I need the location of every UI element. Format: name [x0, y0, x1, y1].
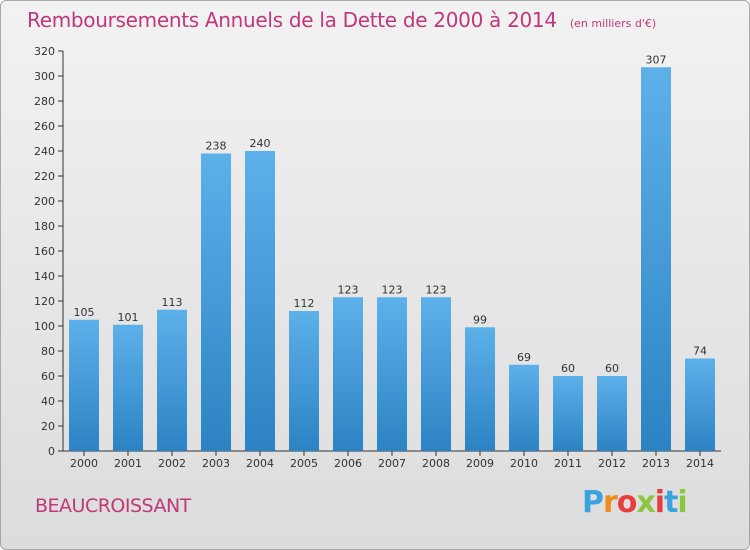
data-label: 113	[162, 296, 183, 309]
x-tick-label: 2012	[598, 457, 626, 470]
logo-letter: o	[616, 485, 638, 520]
bars	[69, 67, 715, 451]
y-axis: 0 20 40 60 80 100 120 140 160 180 200 220 240 260 280 3…	[34, 45, 64, 458]
x-tick-label: 2000	[70, 457, 98, 470]
y-tick-label: 240	[34, 145, 55, 158]
y-tick-label: 40	[41, 395, 55, 408]
x-tick-label: 2014	[686, 457, 714, 470]
x-tick-label: 2013	[642, 457, 670, 470]
x-tick-label: 2006	[334, 457, 362, 470]
x-axis: 2000 2001 2002 2003 2004 2005 2006 2007 2008 2009…	[63, 450, 721, 470]
x-tick-label: 2011	[554, 457, 582, 470]
y-tick-label: 20	[41, 420, 55, 433]
x-tick-label: 2003	[202, 457, 230, 470]
logo-letter: t	[664, 485, 678, 520]
data-label: 74	[693, 345, 707, 358]
data-labels: 105 101 113 238 240 112 123 123 123 99 69 60 60 307 74	[74, 53, 708, 375]
bar	[245, 151, 275, 451]
bar	[69, 319, 99, 451]
y-tick-label: 60	[41, 370, 55, 383]
bar	[421, 297, 451, 451]
bar	[333, 297, 363, 451]
bar	[553, 376, 583, 451]
bar	[509, 364, 539, 451]
y-tick-label: 140	[34, 270, 55, 283]
x-tick-label: 2007	[378, 457, 406, 470]
y-tick-label: 180	[34, 220, 55, 233]
bar	[201, 153, 231, 451]
data-label: 307	[646, 53, 667, 66]
logo-letter: x	[636, 485, 655, 520]
y-tick-label: 160	[34, 245, 55, 258]
y-tick-label: 260	[34, 120, 55, 133]
data-label: 112	[294, 297, 315, 310]
bar	[377, 297, 407, 451]
data-label: 123	[426, 283, 447, 296]
bar	[157, 309, 187, 451]
proxiti-logo[interactable]: Proxiti	[582, 485, 688, 520]
logo-letter: P	[582, 485, 604, 520]
data-label: 123	[382, 283, 403, 296]
y-tick-label: 0	[48, 445, 55, 458]
town-name: BEAUCROISSANT	[35, 495, 191, 517]
x-tick-label: 2002	[158, 457, 186, 470]
x-tick-label: 2010	[510, 457, 538, 470]
data-label: 60	[561, 362, 575, 375]
logo-letter: i	[677, 485, 687, 520]
y-tick-label: 320	[34, 45, 55, 58]
x-tick-label: 2009	[466, 457, 494, 470]
x-tick-label: 2004	[246, 457, 274, 470]
data-label: 101	[118, 311, 139, 324]
logo-letter: r	[603, 485, 618, 520]
y-tick-label: 80	[41, 345, 55, 358]
data-label: 123	[338, 283, 359, 296]
bar	[289, 311, 319, 451]
y-tick-label: 220	[34, 170, 55, 183]
data-label: 240	[250, 137, 271, 150]
data-label: 105	[74, 306, 95, 319]
bar	[113, 324, 143, 451]
y-tick-label: 200	[34, 195, 55, 208]
data-label: 60	[605, 362, 619, 375]
logo-letter: i	[654, 485, 665, 520]
bar	[597, 376, 627, 451]
x-tick-label: 2008	[422, 457, 450, 470]
y-tick-label: 280	[34, 95, 55, 108]
x-tick-label: 2001	[114, 457, 142, 470]
bar	[641, 67, 671, 451]
bar	[465, 327, 495, 451]
chart-subtitle: (en milliers d'€)	[569, 17, 657, 30]
y-tick-label: 100	[34, 320, 55, 333]
y-tick-label: 300	[34, 70, 55, 83]
data-label: 99	[473, 313, 487, 326]
x-tick-label: 2005	[290, 457, 318, 470]
data-label: 69	[517, 351, 531, 364]
data-label: 238	[206, 140, 227, 153]
bar	[685, 358, 715, 451]
y-tick-label: 120	[34, 295, 55, 308]
chart-title: Remboursements Annuels de la Dette de 20…	[27, 8, 557, 32]
chart-header: Remboursements Annuels de la Dette de 20…	[27, 8, 656, 32]
